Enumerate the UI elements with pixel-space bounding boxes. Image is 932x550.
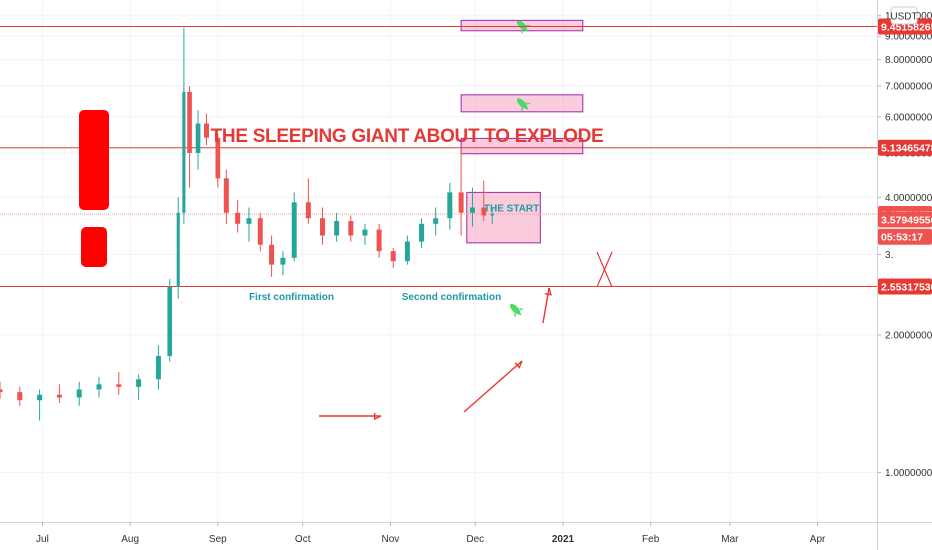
- time-tick-label: Feb: [642, 534, 660, 545]
- chart-grid: [0, 0, 877, 522]
- candle-body: [17, 392, 23, 401]
- target-zone: [460, 137, 584, 155]
- time-tick-label: Oct: [295, 534, 311, 545]
- level-price-badge: [878, 139, 932, 156]
- candle-body: [348, 220, 354, 236]
- time-tick-label: Apr: [810, 534, 826, 545]
- candle-body: [223, 178, 229, 213]
- arrow-head: [544, 287, 552, 296]
- candle-body: [56, 394, 62, 398]
- candle-body: [155, 355, 161, 380]
- price-tick-label: 2.00000000: [885, 330, 932, 341]
- candle-body: [376, 229, 382, 252]
- level-price-badge-text: 5.13465478: [881, 143, 932, 155]
- candle-body: [182, 91, 186, 213]
- chart-decorations: [79, 110, 613, 318]
- current-price-badge: [878, 211, 932, 228]
- candle-body: [419, 223, 425, 242]
- candle-body: [334, 220, 340, 236]
- target-zone: [466, 191, 541, 244]
- candle-body: [246, 218, 252, 224]
- cross-mark-line: [596, 251, 613, 288]
- price-badges: 9.451582655.134654782.553175303.67769755…: [878, 18, 932, 295]
- level-price-badge: [878, 278, 932, 295]
- candle-body: [116, 384, 122, 387]
- time-tick-label: Sep: [209, 534, 227, 545]
- time-tick-label: 2021: [552, 534, 575, 545]
- level-price-badge-text: 2.55317530: [881, 281, 932, 293]
- price-axis[interactable]: 1.000000002.000000003.4.000000005.000000…: [877, 0, 932, 550]
- candle-body: [390, 251, 396, 262]
- arrow-head: [514, 360, 523, 369]
- time-tick-label: Jul: [36, 534, 49, 545]
- price-tick-label: 7.00000000: [885, 82, 932, 93]
- currency-label-text: USDT: [890, 12, 917, 23]
- current-price-badge-text: 05:53:17: [881, 232, 923, 244]
- candle-body: [469, 207, 475, 213]
- horizontal-levels: [0, 25, 877, 287]
- candle-body: [187, 91, 192, 153]
- annotation-label: Second confirmation: [402, 292, 501, 303]
- candle-body: [195, 123, 201, 153]
- rocket-body: [516, 98, 528, 109]
- candle-body: [136, 379, 142, 387]
- candle-body: [481, 207, 487, 216]
- candle-body: [176, 212, 180, 287]
- candle-body: [269, 244, 275, 265]
- candle-body: [320, 218, 326, 236]
- candle-body: [490, 213, 494, 216]
- price-tick-label: 8.00000000: [885, 55, 932, 66]
- candle-body: [291, 202, 297, 258]
- candle-body: [305, 202, 311, 219]
- arrow-line: [463, 360, 523, 413]
- rocket-body: [509, 303, 521, 315]
- candle-body: [167, 286, 173, 356]
- arrow-head: [373, 412, 382, 421]
- currency-label[interactable]: USDT: [890, 6, 918, 25]
- rocket-body: [516, 20, 528, 31]
- time-axis[interactable]: Jul Aug Sep Oct Nov Dec 2021 Feb Mar Apr: [0, 522, 932, 545]
- time-tick-label: Dec: [466, 534, 484, 545]
- current-price-badge-text: 3.57949556: [881, 214, 932, 226]
- candle-body: [204, 123, 210, 138]
- candle-body: [235, 212, 241, 224]
- rocket-icon: [509, 303, 524, 318]
- price-tick-label: 9.00000000: [885, 32, 932, 43]
- candle-body: [280, 257, 286, 265]
- annotation-arrows: First confirmation Second confirmation: [249, 287, 552, 421]
- candle-body: [76, 389, 82, 398]
- candle-body: [257, 218, 263, 245]
- current-price-badge: [878, 228, 932, 245]
- annotation-label: First confirmation: [249, 292, 334, 303]
- candle-body: [215, 137, 221, 179]
- time-tick-label: Nov: [382, 534, 400, 545]
- candle-body: [0, 389, 3, 393]
- time-tick-label: Aug: [121, 534, 139, 545]
- candle-body: [96, 384, 102, 390]
- candle-body: [447, 192, 453, 219]
- candle-body: [404, 241, 410, 262]
- exclamation-bar: [79, 110, 109, 210]
- price-tick-label: 1.00000000: [885, 468, 932, 479]
- price-tick-label: 6.00000000: [885, 112, 932, 123]
- zone-label: THE START: [484, 204, 539, 215]
- price-tick-label: 3.: [885, 250, 893, 261]
- time-tick-label: Mar: [721, 534, 739, 545]
- price-tick-label: 4.00000000: [885, 193, 932, 204]
- target-zones: THE START: [460, 19, 584, 244]
- exclamation-dot: [81, 227, 107, 267]
- candle-body: [362, 229, 368, 236]
- chart-title: THE SLEEPING GIANT ABOUT TO EXPLODE: [211, 126, 604, 147]
- candle-body: [458, 192, 464, 213]
- candlestick-series: [0, 27, 494, 421]
- candle-body: [433, 218, 439, 224]
- candle-body: [37, 394, 43, 401]
